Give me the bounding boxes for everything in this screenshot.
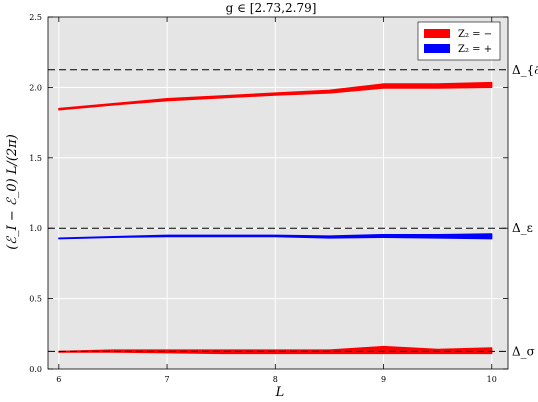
x-tick-label: 6 — [56, 375, 61, 384]
y-tick-label: 1.5 — [29, 154, 42, 163]
legend-box — [417, 21, 501, 61]
axis-ticks: 6 7 8 9 10 0.0 0.5 1.0 1.5 2.0 2.5 — [29, 13, 508, 384]
reference-line-label: Δ_σ — [512, 344, 535, 358]
x-axis-label: L — [275, 385, 285, 400]
x-tick-label: 10 — [487, 375, 497, 384]
plot-frame — [47, 16, 509, 370]
x-tick-label: 8 — [273, 375, 278, 384]
x-tick-label: 7 — [165, 375, 170, 384]
legend-entry-label: Z₂ = − — [458, 29, 492, 40]
reference-labels: Δ_{∂²ε} Δ_ε Δ_σ — [512, 63, 538, 359]
legend-entry-label: Z₂ = + — [458, 44, 492, 55]
series-band — [58, 233, 493, 240]
y-tick-label: 2.5 — [29, 13, 42, 22]
x-tick-label: 9 — [381, 375, 386, 384]
plot-area — [48, 17, 508, 369]
y-tick-label: 0.5 — [29, 295, 42, 304]
legend-swatch — [424, 44, 450, 53]
y-tick-label: 2.0 — [29, 83, 42, 92]
legend: Z₂ = − Z₂ = + — [417, 21, 501, 61]
reference-line-label: Δ_{∂²ε} — [512, 63, 538, 77]
y-tick-label: 1.0 — [29, 224, 42, 233]
chart-title: g ∈ [2.73,2.79] — [226, 1, 317, 15]
y-axis-label: (ℰ_I − ℰ_0) L/(2π) — [5, 134, 20, 250]
reference-line-label: Δ_ε — [512, 221, 533, 235]
legend-swatch — [424, 29, 450, 38]
series-band — [58, 81, 493, 111]
y-tick-label: 0.0 — [29, 365, 42, 374]
